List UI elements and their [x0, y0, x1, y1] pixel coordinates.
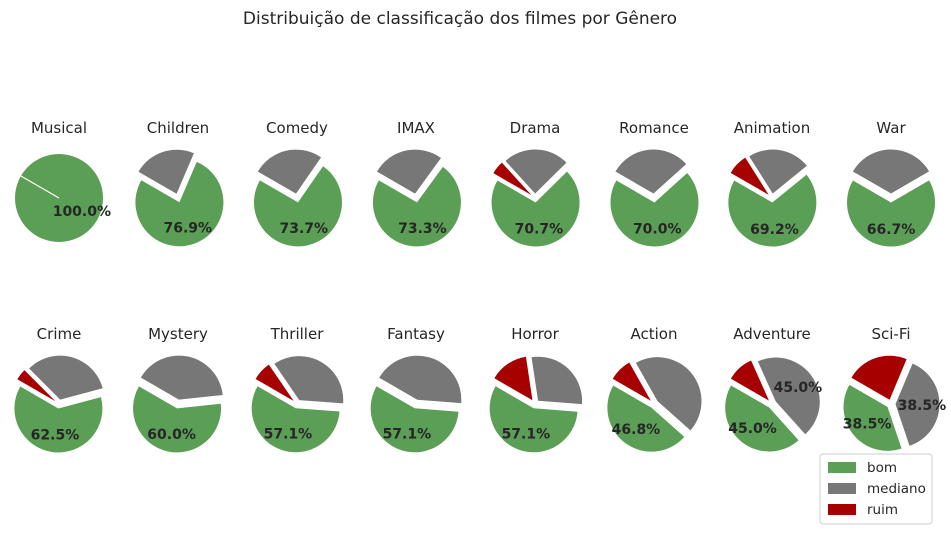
- pie-thriller: Thriller 57.1%: [251, 325, 344, 453]
- percent-label-bom: 45.0%: [728, 421, 777, 437]
- pie-title: Horror: [511, 325, 559, 343]
- pie-imax: IMAX 73.3%: [372, 119, 461, 247]
- pie-title: Adventure: [733, 325, 811, 343]
- slice-mediano: [140, 355, 223, 400]
- percent-label-bom: 57.1%: [264, 427, 313, 443]
- slice-bom: [728, 174, 817, 247]
- pie-action: Action 46.8%: [607, 325, 702, 452]
- percent-label-bom: 38.5%: [843, 417, 892, 433]
- slice-mediano: [505, 149, 567, 194]
- pie-title: Drama: [510, 119, 561, 137]
- slice-mediano: [852, 149, 930, 194]
- legend: bom mediano ruim: [819, 453, 933, 525]
- slice-bom: [725, 385, 799, 452]
- slice-ruim: [730, 360, 769, 401]
- slice-bom: [491, 171, 580, 247]
- percent-label-bom: 73.7%: [279, 221, 328, 237]
- pie-title: Action: [631, 325, 678, 343]
- slice-mediano: [757, 357, 820, 435]
- slice-ruim: [493, 162, 532, 196]
- pie-romance: Romance 70.0%: [610, 119, 699, 247]
- slice-mediano: [138, 149, 194, 194]
- pie-title: Comedy: [266, 119, 328, 137]
- pie-title: Crime: [37, 325, 82, 343]
- pie-title: Romance: [619, 119, 689, 137]
- pie-comedy: Comedy 73.7%: [253, 119, 342, 247]
- slice-bom: [843, 384, 902, 451]
- percent-label-bom: 57.1%: [383, 427, 432, 443]
- pie-drama: Drama 70.7%: [491, 119, 580, 247]
- pie-horror: Horror 57.1%: [489, 325, 583, 453]
- pie-crime: Crime 62.5%: [14, 325, 103, 453]
- pie-title: Mystery: [148, 325, 208, 343]
- pie-sci-fi: Sci-Fi 38.5% 38.5%: [843, 325, 946, 451]
- slice-bom: [253, 166, 342, 247]
- slice-ruim: [730, 157, 769, 195]
- legend-label-ruim: ruim: [867, 502, 898, 518]
- pie-title: Thriller: [270, 325, 325, 343]
- slice-mediano: [274, 356, 344, 404]
- percent-label-mediano: 38.5%: [898, 398, 947, 414]
- percent-label-bom: 73.3%: [398, 221, 447, 237]
- percent-label-bom: 69.2%: [750, 222, 799, 238]
- slice-mediano: [749, 149, 807, 194]
- pie-adventure: Adventure 45.0% 45.0%: [725, 325, 823, 452]
- percent-label-bom: 70.0%: [633, 222, 682, 238]
- slice-bom: [14, 386, 103, 453]
- figure-title: Distribuição de classificação dos filmes…: [243, 9, 677, 29]
- pie-grid: Musical 100.0% Children 76.9% Comedy 73.7% IMA…: [14, 119, 946, 453]
- percent-label-bom: 76.9%: [163, 220, 212, 236]
- percent-label-bom: 70.7%: [515, 222, 564, 238]
- slice-bom: [372, 166, 461, 247]
- pie-title: IMAX: [397, 119, 435, 137]
- slice-bom: [489, 386, 578, 453]
- pie-title: Sci-Fi: [871, 325, 910, 343]
- percent-label-bom: 66.7%: [867, 222, 916, 238]
- legend-swatch-mediano: [828, 483, 856, 494]
- pie-musical: Musical 100.0%: [15, 119, 111, 242]
- pie-title: War: [876, 119, 906, 137]
- slice-bom: [607, 385, 685, 452]
- pie-mystery: Mystery 60.0%: [133, 325, 223, 453]
- pie-animation: Animation 69.2%: [728, 119, 817, 247]
- slice-mediano: [379, 355, 462, 404]
- pie-title: Musical: [31, 119, 87, 137]
- slice-mediano: [635, 357, 702, 431]
- slice-ruim: [851, 355, 907, 400]
- legend-swatch-bom: [828, 462, 856, 473]
- slice-ruim: [255, 364, 294, 401]
- pie-title: Children: [147, 119, 209, 137]
- pie-title: Animation: [734, 119, 810, 137]
- slice-ruim: [612, 362, 651, 401]
- slice-mediano: [615, 149, 687, 194]
- slice-mediano: [895, 363, 940, 446]
- slice-bom: [135, 161, 224, 247]
- percent-label-bom: 57.1%: [502, 427, 551, 443]
- slice-ruim: [17, 370, 56, 402]
- legend-swatch-ruim: [828, 504, 856, 515]
- percent-label-bom: 60.0%: [147, 427, 196, 443]
- slice-bom: [610, 173, 699, 247]
- pie-children: Children 76.9%: [135, 119, 224, 247]
- slice-mediano: [376, 149, 442, 194]
- percent-label-mediano: 45.0%: [774, 380, 823, 396]
- legend-label-bom: bom: [867, 460, 897, 476]
- slice-bom: [251, 386, 340, 453]
- slice-mediano: [531, 356, 583, 405]
- slice-edge: [20, 175, 60, 199]
- pie-war: War 66.7%: [847, 119, 936, 247]
- slice-bom: [370, 386, 459, 453]
- slice-bom: [133, 386, 222, 453]
- percent-label-bom: 100.0%: [53, 204, 111, 220]
- percent-label-bom: 62.5%: [31, 428, 80, 444]
- legend-label-mediano: mediano: [867, 481, 926, 497]
- slice-bom: [847, 180, 936, 247]
- pie-fantasy: Fantasy 57.1%: [370, 325, 462, 453]
- pie-title: Fantasy: [387, 325, 445, 343]
- slice-ruim: [494, 356, 533, 401]
- slice-mediano: [29, 355, 103, 400]
- slice-mediano: [257, 149, 322, 194]
- percent-label-bom: 46.8%: [612, 422, 661, 438]
